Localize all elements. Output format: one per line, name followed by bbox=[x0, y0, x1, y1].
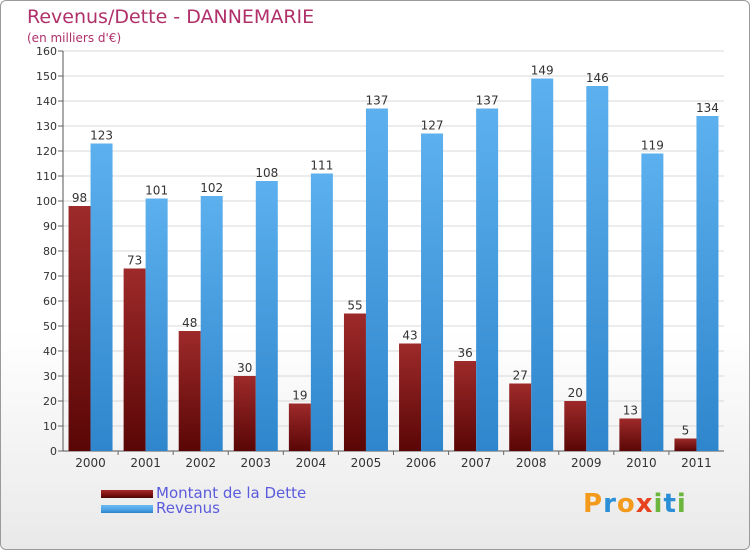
bar-dette bbox=[178, 331, 201, 451]
bar-dette bbox=[399, 343, 422, 451]
y-tick-label: 130 bbox=[36, 120, 57, 133]
proxiti-logo: Proxiti bbox=[583, 489, 687, 519]
bar-revenus bbox=[531, 78, 554, 451]
data-label-revenus: 108 bbox=[255, 166, 278, 180]
y-tick-label: 80 bbox=[43, 245, 57, 258]
bar-revenus bbox=[586, 86, 609, 451]
data-label-revenus: 119 bbox=[641, 139, 664, 153]
y-tick-label: 10 bbox=[43, 420, 57, 433]
data-label-dette: 73 bbox=[127, 254, 142, 268]
y-tick-label: 120 bbox=[36, 145, 57, 158]
y-tick-label: 20 bbox=[43, 395, 57, 408]
data-label-dette: 27 bbox=[513, 369, 528, 383]
y-tick-label: 40 bbox=[43, 345, 57, 358]
data-label-revenus: 134 bbox=[696, 101, 719, 115]
legend-label-revenus: Revenus bbox=[156, 499, 220, 517]
x-tick-label: 2003 bbox=[241, 456, 272, 470]
x-tick-label: 2002 bbox=[185, 456, 216, 470]
chart-subtitle: (en milliers d'€) bbox=[27, 31, 122, 45]
bar-dette bbox=[123, 268, 146, 451]
x-tick-label: 2011 bbox=[681, 456, 712, 470]
bar-revenus bbox=[90, 143, 113, 451]
legend-label-dette: Montant de la Dette bbox=[156, 484, 307, 502]
x-tick-label: 2000 bbox=[75, 456, 106, 470]
y-tick-label: 0 bbox=[50, 445, 57, 458]
y-tick-label: 110 bbox=[36, 170, 57, 183]
bar-revenus bbox=[421, 133, 444, 451]
bar-dette bbox=[454, 361, 477, 451]
bar-revenus bbox=[696, 116, 719, 451]
y-tick-label: 30 bbox=[43, 370, 57, 383]
data-label-dette: 36 bbox=[457, 346, 472, 360]
bar-revenus bbox=[476, 108, 499, 451]
bar-dette bbox=[674, 438, 697, 451]
data-label-revenus: 123 bbox=[90, 129, 113, 143]
data-label-revenus: 137 bbox=[366, 94, 389, 108]
y-tick-label: 60 bbox=[43, 295, 57, 308]
bar-dette bbox=[343, 313, 366, 451]
data-label-revenus: 149 bbox=[531, 64, 554, 78]
data-label-dette: 30 bbox=[237, 361, 252, 375]
bar-revenus bbox=[200, 196, 223, 451]
bar-revenus bbox=[641, 153, 664, 451]
legend-swatch-revenus bbox=[101, 505, 153, 513]
y-tick-label: 70 bbox=[43, 270, 57, 283]
bar-dette bbox=[509, 383, 532, 451]
bar-dette bbox=[233, 376, 256, 451]
data-label-dette: 98 bbox=[72, 191, 87, 205]
legend-swatch-dette bbox=[101, 490, 153, 498]
bar-dette bbox=[68, 206, 91, 451]
data-label-revenus: 102 bbox=[200, 181, 223, 195]
y-tick-label: 100 bbox=[36, 195, 57, 208]
data-label-dette: 48 bbox=[182, 316, 197, 330]
x-tick-label: 2006 bbox=[406, 456, 437, 470]
x-tick-label: 2004 bbox=[296, 456, 327, 470]
data-label-revenus: 137 bbox=[476, 94, 499, 108]
chart-title: Revenus/Dette - DANNEMARIE bbox=[27, 6, 315, 28]
y-tick-label: 150 bbox=[36, 70, 57, 83]
bar-revenus bbox=[255, 181, 278, 451]
x-tick-label: 2005 bbox=[351, 456, 382, 470]
data-label-dette: 43 bbox=[402, 329, 417, 343]
bar-dette bbox=[564, 401, 587, 451]
x-tick-label: 2007 bbox=[461, 456, 492, 470]
data-label-dette: 20 bbox=[568, 386, 583, 400]
bar-revenus bbox=[365, 108, 388, 451]
data-label-revenus: 111 bbox=[310, 159, 333, 173]
data-label-dette: 19 bbox=[292, 389, 307, 403]
x-tick-label: 2010 bbox=[626, 456, 657, 470]
data-label-dette: 55 bbox=[347, 299, 362, 313]
y-tick-label: 50 bbox=[43, 320, 57, 333]
bar-revenus bbox=[145, 198, 168, 451]
data-label-revenus: 101 bbox=[145, 184, 168, 198]
data-label-revenus: 146 bbox=[586, 71, 609, 85]
data-label-dette: 5 bbox=[682, 424, 690, 438]
x-tick-label: 2001 bbox=[130, 456, 161, 470]
y-tick-label: 90 bbox=[43, 220, 57, 233]
bar-dette bbox=[288, 403, 311, 451]
x-tick-label: 2008 bbox=[516, 456, 547, 470]
bar-revenus bbox=[310, 173, 333, 451]
data-label-dette: 13 bbox=[623, 404, 638, 418]
data-label-revenus: 127 bbox=[421, 119, 444, 133]
y-tick-label: 160 bbox=[36, 45, 57, 58]
x-tick-label: 2009 bbox=[571, 456, 602, 470]
y-tick-label: 140 bbox=[36, 95, 57, 108]
bar-dette bbox=[619, 418, 642, 451]
